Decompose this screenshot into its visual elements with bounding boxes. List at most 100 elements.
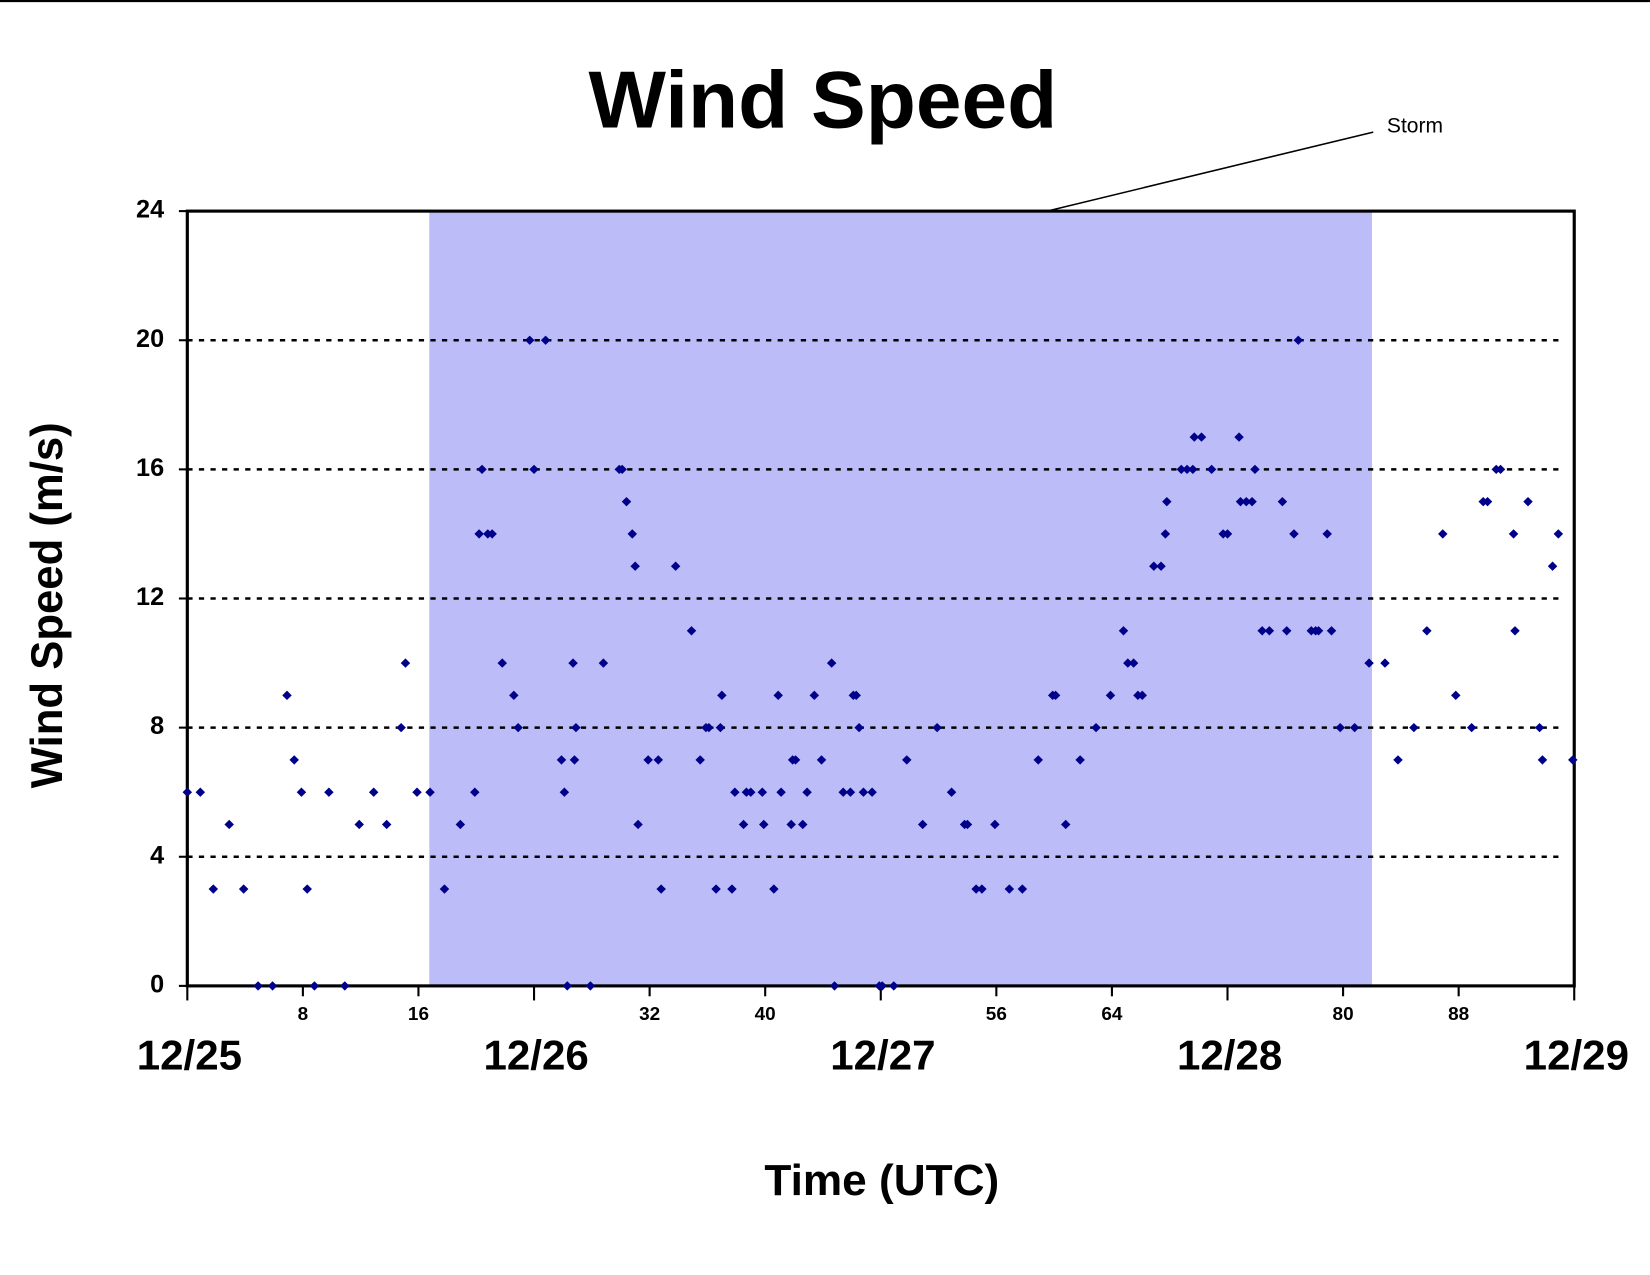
- data-point: [1422, 626, 1432, 636]
- x-minor-tick-label: 64: [1101, 1003, 1123, 1024]
- data-point: [932, 722, 942, 733]
- annotation-leader: [1046, 131, 1374, 212]
- data-point: [1364, 658, 1374, 668]
- data-point: [1508, 529, 1519, 539]
- data-point: [757, 787, 768, 797]
- data-point: [858, 787, 869, 797]
- data-point: [487, 529, 497, 539]
- data-point: [1289, 529, 1299, 539]
- x-tick-label: 12/26: [483, 1032, 588, 1079]
- data-point: [238, 884, 249, 894]
- data-point: [324, 787, 334, 797]
- data-point: [571, 722, 581, 733]
- data-point: [1234, 432, 1244, 442]
- data-point: [585, 981, 596, 991]
- data-point: [253, 981, 263, 991]
- x-minor-tick-label: 32: [639, 1003, 660, 1024]
- data-point: [773, 690, 783, 701]
- data-point: [990, 819, 1000, 830]
- data-point: [867, 787, 877, 797]
- data-point: [529, 464, 539, 475]
- data-point: [267, 981, 278, 991]
- data-point: [746, 787, 756, 797]
- data-point: [559, 787, 570, 797]
- data-point: [917, 819, 928, 830]
- data-point: [182, 787, 193, 797]
- data-point: [1105, 690, 1116, 701]
- data-point: [309, 981, 320, 991]
- data-point: [802, 787, 812, 797]
- data-point: [497, 658, 507, 668]
- data-point: [826, 658, 837, 668]
- data-point: [470, 787, 480, 797]
- data-point: [790, 755, 801, 765]
- data-point: [653, 755, 664, 765]
- data-point: [509, 690, 519, 701]
- storm-band: [429, 211, 1372, 986]
- data-point: [1553, 529, 1564, 539]
- data-point: [340, 981, 350, 991]
- data-point: [1393, 755, 1403, 765]
- data-point: [730, 787, 740, 797]
- y-tick-label: 12: [136, 583, 164, 611]
- data-point: [877, 981, 887, 991]
- data-point: [798, 819, 808, 830]
- data-point: [627, 529, 638, 539]
- data-point: [695, 755, 705, 765]
- data-point: [717, 690, 727, 701]
- y-tick-label: 8: [150, 712, 164, 740]
- data-point: [474, 529, 484, 539]
- x-axis-label: Time (UTC): [764, 1156, 999, 1205]
- data-point: [829, 981, 840, 991]
- data-point: [296, 787, 307, 797]
- data-point: [1523, 496, 1533, 507]
- data-point: [1222, 529, 1233, 539]
- data-point: [902, 755, 912, 765]
- data-point: [1091, 722, 1101, 733]
- data-point: [1060, 819, 1071, 830]
- data-point: [1128, 658, 1139, 668]
- chart-title: Wind Speed: [588, 55, 1057, 145]
- data-point: [282, 690, 292, 701]
- data-point: [851, 690, 861, 701]
- data-point: [1438, 529, 1448, 539]
- data-point: [1176, 464, 1187, 475]
- data-point: [1510, 626, 1520, 636]
- data-point: [1537, 755, 1548, 765]
- data-point: [962, 819, 973, 830]
- data-point: [704, 722, 714, 733]
- data-point: [195, 787, 206, 797]
- data-point: [1196, 432, 1207, 442]
- data-point: [400, 658, 411, 668]
- x-minor-tick-label: 56: [986, 1003, 1007, 1024]
- data-point: [524, 335, 535, 345]
- data-point: [633, 819, 643, 830]
- data-point: [1137, 690, 1148, 701]
- data-point: [1235, 496, 1246, 507]
- data-point: [621, 496, 632, 507]
- x-tick-label: 12/29: [1524, 1032, 1629, 1079]
- y-tick-label: 20: [136, 325, 164, 353]
- y-tick-label: 24: [136, 196, 164, 224]
- data-point: [381, 819, 392, 830]
- x-tick-label: 12/28: [1177, 1032, 1282, 1079]
- data-point: [1050, 690, 1061, 701]
- data-point: [759, 819, 769, 830]
- annotation-text: Storm: [1387, 114, 1443, 137]
- data-point: [715, 722, 726, 733]
- data-point: [540, 335, 551, 345]
- data-point: [1250, 464, 1260, 475]
- data-point: [838, 787, 848, 797]
- data-point: [302, 884, 312, 894]
- y-axis-label: Wind Speed (m/s): [23, 422, 72, 788]
- data-point: [1277, 496, 1288, 507]
- data-point: [354, 819, 364, 830]
- x-minor-tick-label: 80: [1333, 1003, 1354, 1024]
- data-point: [1322, 529, 1332, 539]
- data-point: [786, 819, 796, 830]
- data-point: [1534, 722, 1545, 733]
- data-point: [809, 690, 820, 701]
- x-minor-tick-label: 40: [755, 1003, 776, 1024]
- data-point: [1380, 658, 1390, 668]
